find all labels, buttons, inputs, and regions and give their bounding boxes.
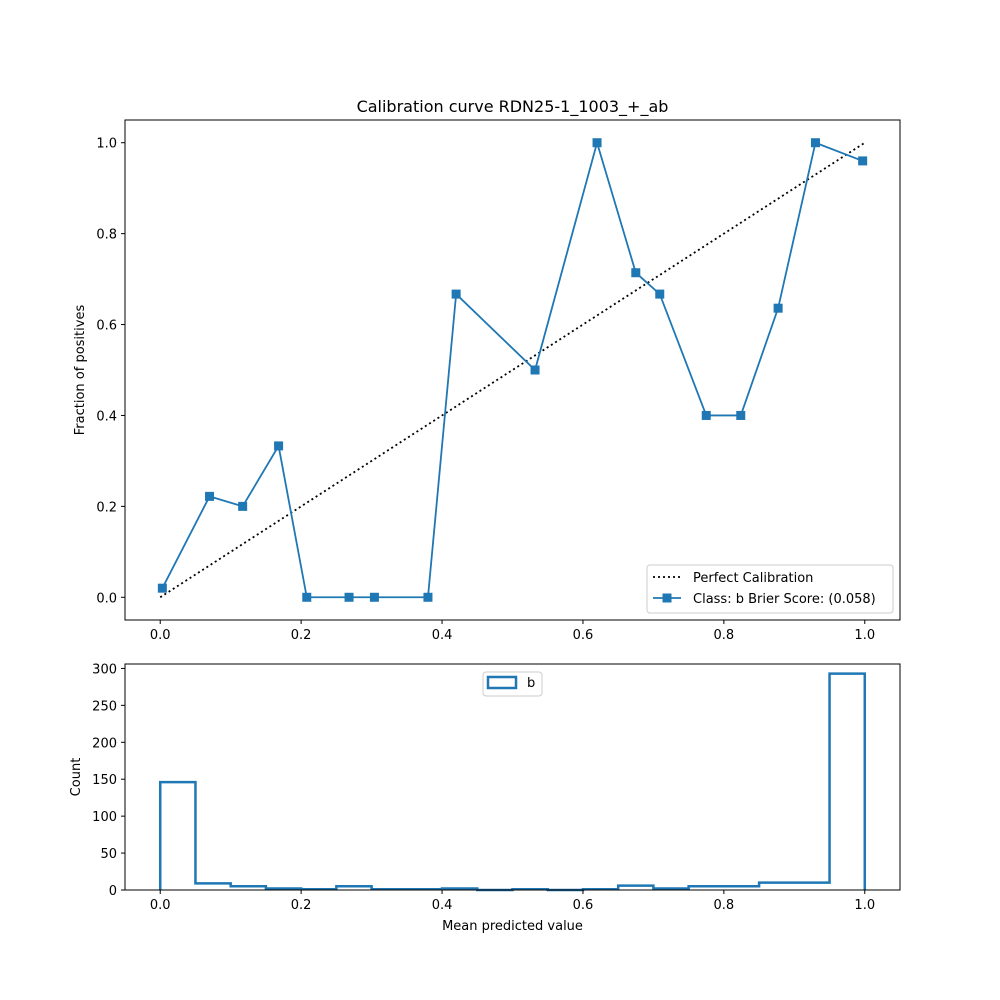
- x-tick-label: 0.8: [714, 628, 735, 643]
- calibration-y-axis: 0.0 0.2 0.4 0.6 0.8 1.0: [96, 137, 125, 606]
- y-tick-label: 0.8: [96, 228, 117, 243]
- calibration-legend: Perfect Calibration Class: b Brier Score…: [646, 564, 894, 614]
- y-tick-label: 0.4: [96, 409, 117, 424]
- calibration-point: [369, 592, 379, 602]
- calibration-point: [655, 289, 665, 299]
- calibration-point: [592, 138, 602, 148]
- calibration-point: [238, 501, 248, 511]
- histogram-x-axis: 0.0 0.2 0.4 0.6 0.8 1.0: [150, 890, 875, 913]
- calibration-point: [423, 592, 433, 602]
- x-tick-label: 0.2: [291, 628, 312, 643]
- hist-x-tick-label: 0.0: [150, 898, 171, 913]
- hist-x-tick-label: 0.6: [573, 898, 594, 913]
- class-calibration-line: [161, 139, 863, 599]
- calibration-point: [344, 592, 354, 602]
- histogram-legend-label: b: [527, 676, 535, 691]
- calibration-point: [858, 156, 868, 166]
- calibration-point: [530, 365, 540, 375]
- calibration-plot-area: [157, 138, 868, 602]
- hist-x-tick-label: 0.8: [714, 898, 735, 913]
- hist-x-tick-label: 0.2: [291, 898, 312, 913]
- x-tick-label: 0.4: [432, 628, 453, 643]
- x-tick-label: 0.0: [150, 628, 171, 643]
- calibration-point: [157, 583, 167, 593]
- histogram-y-axis: 0 50 100 150 200 250 300: [92, 662, 125, 899]
- hist-y-tick-label: 0: [109, 884, 117, 899]
- x-tick-label: 0.6: [573, 628, 594, 643]
- calibration-point: [631, 268, 641, 278]
- calibration-point: [451, 289, 461, 299]
- histogram-legend: b: [482, 671, 543, 697]
- calibration-point: [205, 491, 215, 501]
- legend-box: [646, 564, 894, 614]
- calibration-point: [302, 592, 312, 602]
- chart-title: Calibration curve RDN25-1_1003_+_ab: [357, 97, 669, 117]
- hist-x-tick-label: 1.0: [854, 898, 875, 913]
- hist-y-tick-label: 50: [100, 847, 117, 862]
- legend-class-marker: [662, 593, 672, 603]
- y-tick-label: 0.0: [96, 591, 117, 606]
- y-tick-label: 0.6: [96, 319, 117, 334]
- hist-y-tick-label: 200: [92, 736, 117, 751]
- hist-y-tick-label: 150: [92, 773, 117, 788]
- calibration-x-axis: 0.0 0.2 0.4 0.6 0.8 1.0: [150, 620, 875, 643]
- histogram-legend-patch: [486, 675, 518, 690]
- y-tick-label: 1.0: [96, 137, 117, 152]
- legend-class-label: Class: b Brier Score: (0.058): [693, 592, 876, 607]
- histogram-axes-frame: [124, 663, 901, 891]
- hist-x-tick-label: 0.4: [432, 898, 453, 913]
- x-axis-label: Mean predicted value: [442, 919, 583, 934]
- legend-perfect-label: Perfect Calibration: [693, 571, 813, 586]
- calibration-point: [736, 410, 746, 420]
- x-tick-label: 1.0: [854, 628, 875, 643]
- hist-y-tick-label: 300: [92, 662, 117, 677]
- calibration-point: [773, 303, 783, 313]
- hist-y-tick-label: 250: [92, 699, 117, 714]
- calibration-plot: Calibration curve RDN25-1_1003_+_ab 0.0 0…: [73, 97, 901, 643]
- calibration-point: [701, 410, 711, 420]
- hist-y-tick-label: 100: [92, 810, 117, 825]
- count-axis-label: Count: [69, 758, 84, 797]
- histogram-plot: 0.0 0.2 0.4 0.6 0.8 1.0 0 50 100 150 200 250 300 Me…: [69, 662, 901, 934]
- y-tick-label: 0.2: [96, 500, 117, 515]
- calibration-point: [810, 138, 820, 148]
- calibration-point: [274, 441, 284, 451]
- y-axis-label: Fraction of positives: [73, 305, 88, 436]
- calibration-axes-frame: [124, 119, 901, 621]
